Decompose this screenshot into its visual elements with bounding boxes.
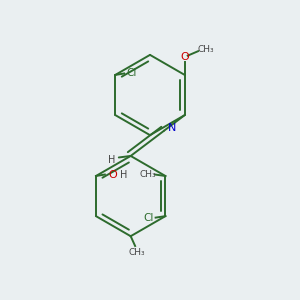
Text: H: H bbox=[108, 155, 116, 165]
Text: Cl: Cl bbox=[126, 68, 137, 79]
Text: O: O bbox=[108, 169, 117, 179]
Text: CH₃: CH₃ bbox=[139, 170, 156, 179]
Text: CH₃: CH₃ bbox=[197, 45, 214, 54]
Text: H: H bbox=[120, 169, 127, 179]
Text: Cl: Cl bbox=[143, 213, 154, 223]
Text: CH₃: CH₃ bbox=[128, 248, 145, 257]
Text: N: N bbox=[167, 123, 176, 133]
Text: O: O bbox=[180, 52, 189, 62]
